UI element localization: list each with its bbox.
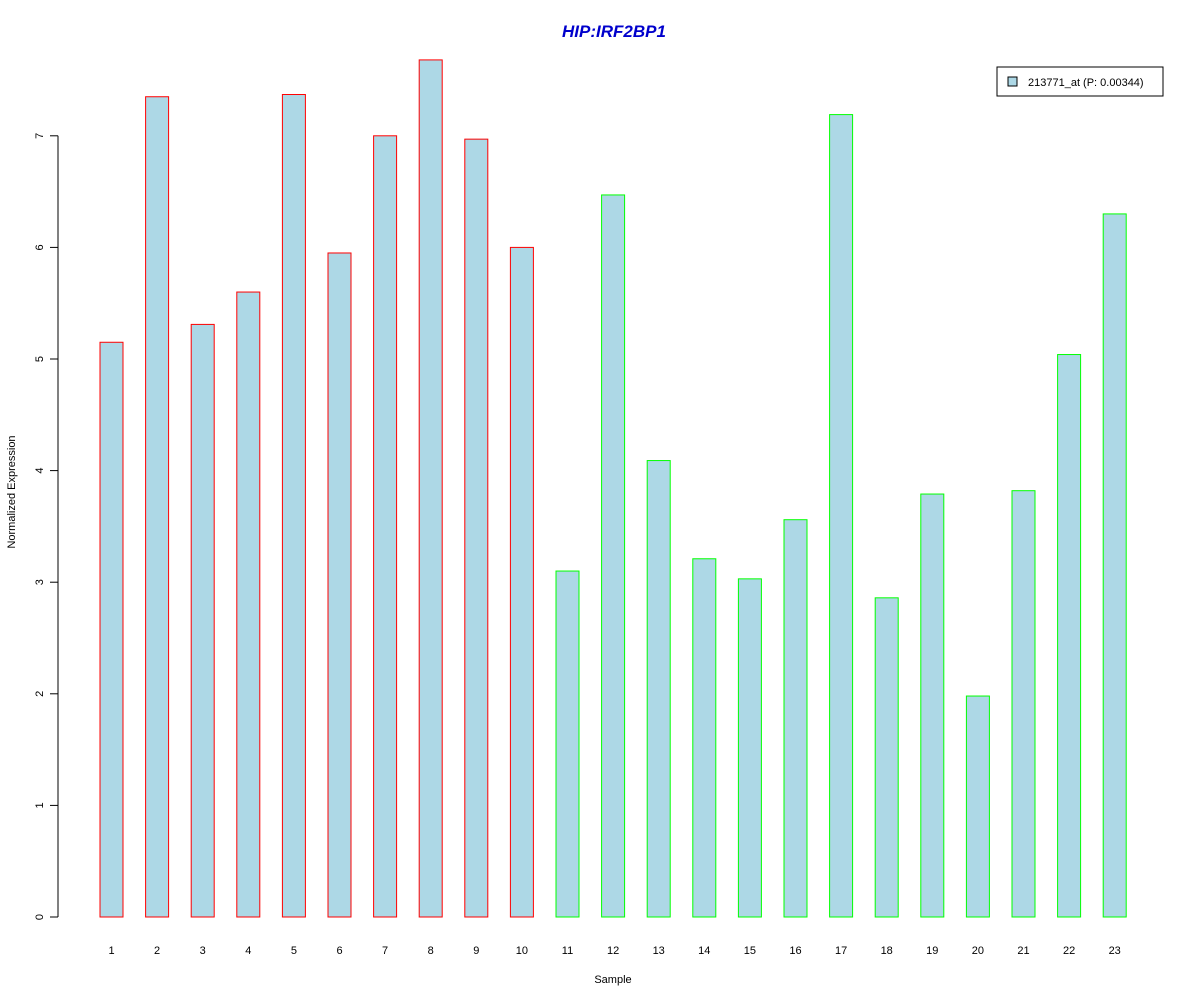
x-tick-label: 1: [108, 945, 114, 957]
bar-sample-6: [327, 252, 352, 918]
bar-sample-7: [373, 135, 398, 918]
x-tick-label: 4: [245, 945, 251, 957]
x-tick-label: 22: [1063, 945, 1075, 957]
bar-sample-23: [1102, 213, 1127, 918]
x-tick-label: 6: [336, 945, 342, 957]
x-tick-label: 23: [1109, 945, 1121, 957]
bar-sample-11: [555, 570, 580, 918]
x-tick-label: 7: [382, 945, 388, 957]
x-tick-label: 9: [473, 945, 479, 957]
bar-sample-21: [1011, 490, 1036, 918]
x-tick-label: 14: [698, 945, 710, 957]
x-tick-label: 13: [653, 945, 665, 957]
chart-title: HIP:IRF2BP1: [562, 22, 666, 41]
x-tick-label: 19: [926, 945, 938, 957]
bar-sample-4: [236, 291, 261, 918]
bar-sample-19: [920, 493, 945, 918]
y-tick-label: 3: [34, 579, 46, 585]
y-tick-label: 4: [34, 468, 46, 474]
legend-box: [996, 66, 1164, 97]
y-tick-label: 7: [34, 133, 46, 139]
bar-sample-14: [692, 558, 717, 918]
y-axis-label: Normalized Expression: [6, 435, 18, 548]
legend-label: 213771_at (P: 0.00344): [1028, 77, 1144, 89]
bar-sample-20: [965, 695, 990, 918]
x-tick-label: 8: [428, 945, 434, 957]
x-axis-label: Sample: [594, 974, 631, 986]
y-tick-label: 2: [34, 691, 46, 697]
x-tick-label: 17: [835, 945, 847, 957]
y-tick-label: 6: [34, 244, 46, 250]
y-tick-label: 0: [34, 914, 46, 920]
bar-sample-18: [874, 597, 899, 918]
bar-sample-1: [99, 341, 124, 918]
x-tick-label: 10: [516, 945, 528, 957]
bar-sample-8: [418, 59, 443, 918]
x-tick-label: 20: [972, 945, 984, 957]
bar-sample-15: [737, 578, 762, 918]
legend-swatch: [1007, 76, 1018, 87]
x-tick-label: 18: [881, 945, 893, 957]
legend: 213771_at (P: 0.00344): [996, 66, 1164, 97]
x-tick-label: 21: [1017, 945, 1029, 957]
bar-sample-9: [464, 138, 489, 918]
x-tick-label: 12: [607, 945, 619, 957]
bar-sample-3: [190, 323, 215, 918]
bars: [99, 59, 1127, 918]
y-tick-label: 5: [34, 356, 46, 362]
x-tick-label: 15: [744, 945, 756, 957]
bar-sample-13: [646, 460, 671, 918]
bar-sample-12: [601, 194, 626, 918]
x-tick-label: 16: [789, 945, 801, 957]
bar-sample-2: [145, 96, 170, 918]
y-axis: 0 1 2 3 4 5 6 7: [34, 133, 59, 920]
x-tick-label: 5: [291, 945, 297, 957]
y-tick-label: 1: [34, 802, 46, 808]
bar-sample-16: [783, 519, 808, 918]
x-tick-label: 11: [562, 945, 573, 957]
bar-sample-5: [281, 94, 306, 918]
x-tick-label: 2: [154, 945, 160, 957]
bar-sample-22: [1057, 354, 1082, 918]
bar-sample-10: [509, 246, 534, 918]
x-tick-label: 3: [200, 945, 206, 957]
x-axis-tick-labels: 1 2 3 4 5 6 7 8 9 10 11 12 13 14 15 16 17 18 19 20 21 22 23: [108, 945, 1120, 957]
bar-sample-17: [829, 114, 854, 918]
